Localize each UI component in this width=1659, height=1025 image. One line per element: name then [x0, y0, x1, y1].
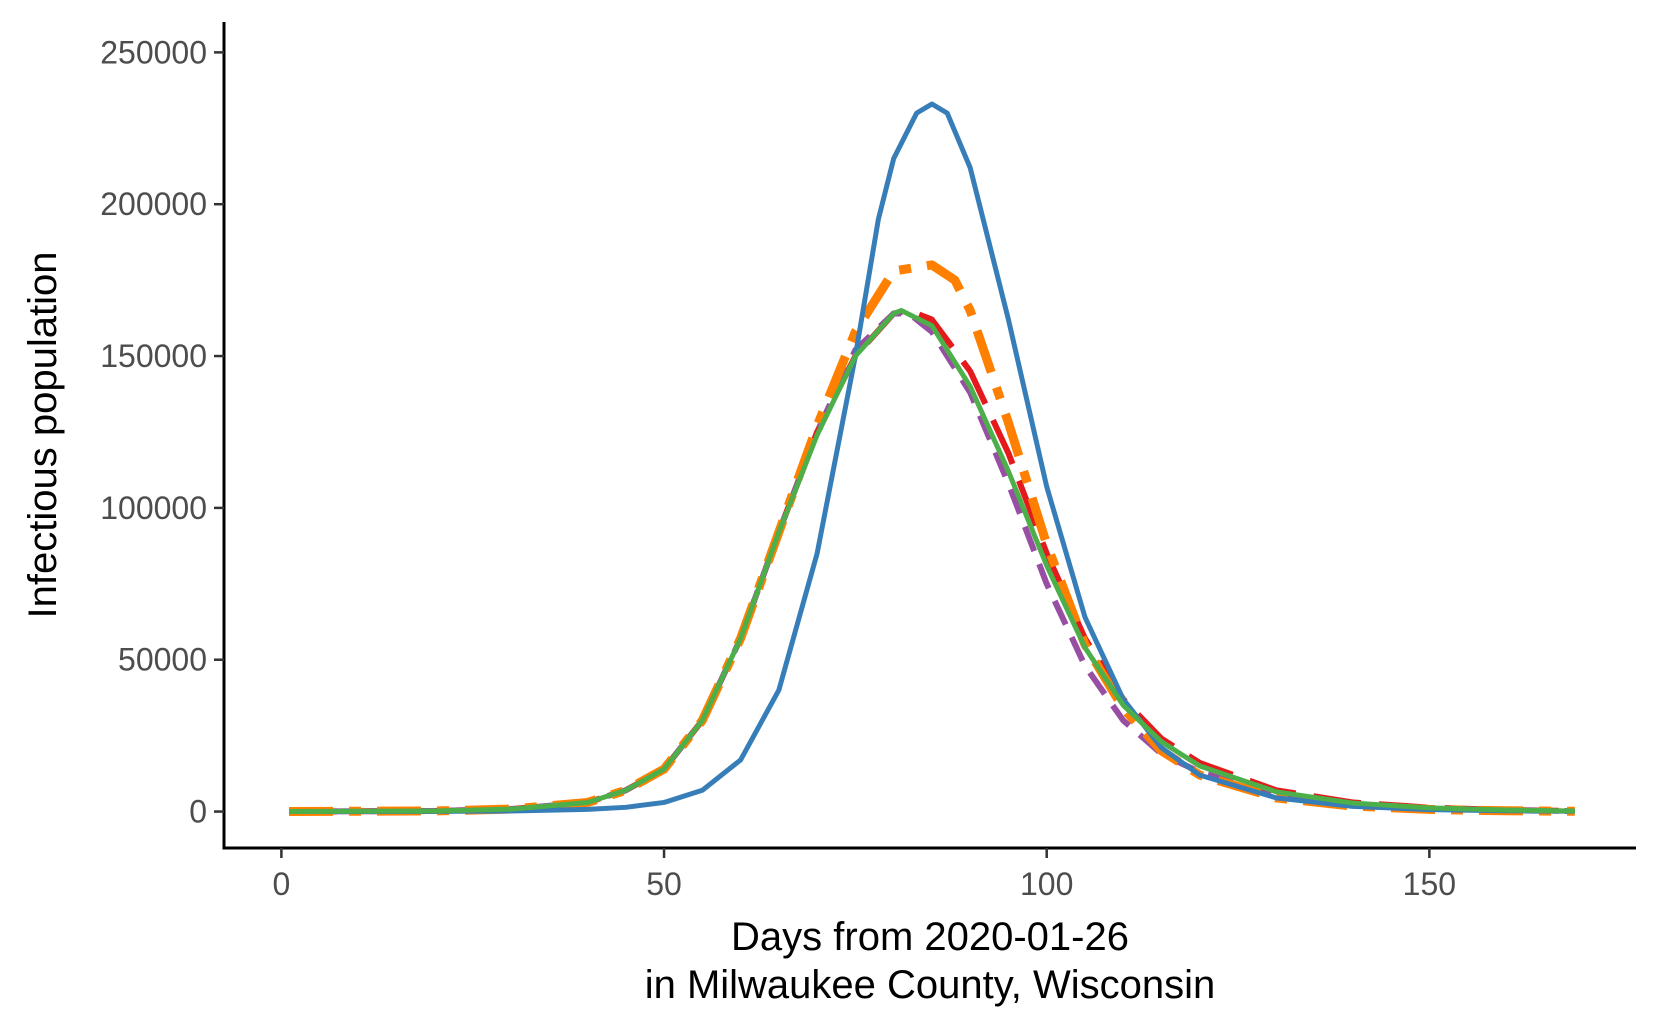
y-tick-label: 50000: [118, 642, 207, 678]
x-axis-title-line-2: in Milwaukee County, Wisconsin: [645, 963, 1216, 1007]
series-line-3: [289, 260, 1575, 817]
x-axis-ticks: 0 50 100 150: [272, 848, 1456, 902]
series-layer: [289, 101, 1575, 817]
y-tick-label: 150000: [100, 338, 207, 374]
x-tick-label: 0: [272, 866, 290, 902]
x-axis-title-line-1: Days from 2020-01-26: [731, 915, 1129, 959]
x-tick-label: 100: [1020, 866, 1073, 902]
series-line-5: [289, 307, 1575, 815]
y-tick-label: 0: [189, 794, 207, 830]
series-line-1: [289, 307, 1575, 815]
y-tick-label: 100000: [100, 490, 207, 526]
x-tick-label: 50: [646, 866, 682, 902]
y-axis-ticks: 0 50000 100000 150000 200000 250000: [100, 34, 224, 830]
y-tick-label: 200000: [100, 186, 207, 222]
x-tick-label: 150: [1403, 866, 1456, 902]
series-line-4: [289, 101, 1575, 815]
series-line-2: [289, 310, 1575, 815]
y-axis-title: Infectious population: [21, 252, 65, 619]
y-tick-label: 250000: [100, 34, 207, 70]
